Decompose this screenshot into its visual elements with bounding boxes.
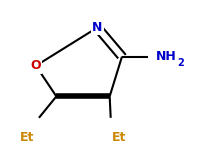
Text: O: O bbox=[30, 59, 41, 72]
Text: N: N bbox=[92, 21, 102, 34]
Text: Et: Et bbox=[19, 131, 34, 144]
Text: NH: NH bbox=[155, 50, 176, 63]
Text: 2: 2 bbox=[176, 58, 183, 68]
Text: Et: Et bbox=[111, 131, 125, 144]
